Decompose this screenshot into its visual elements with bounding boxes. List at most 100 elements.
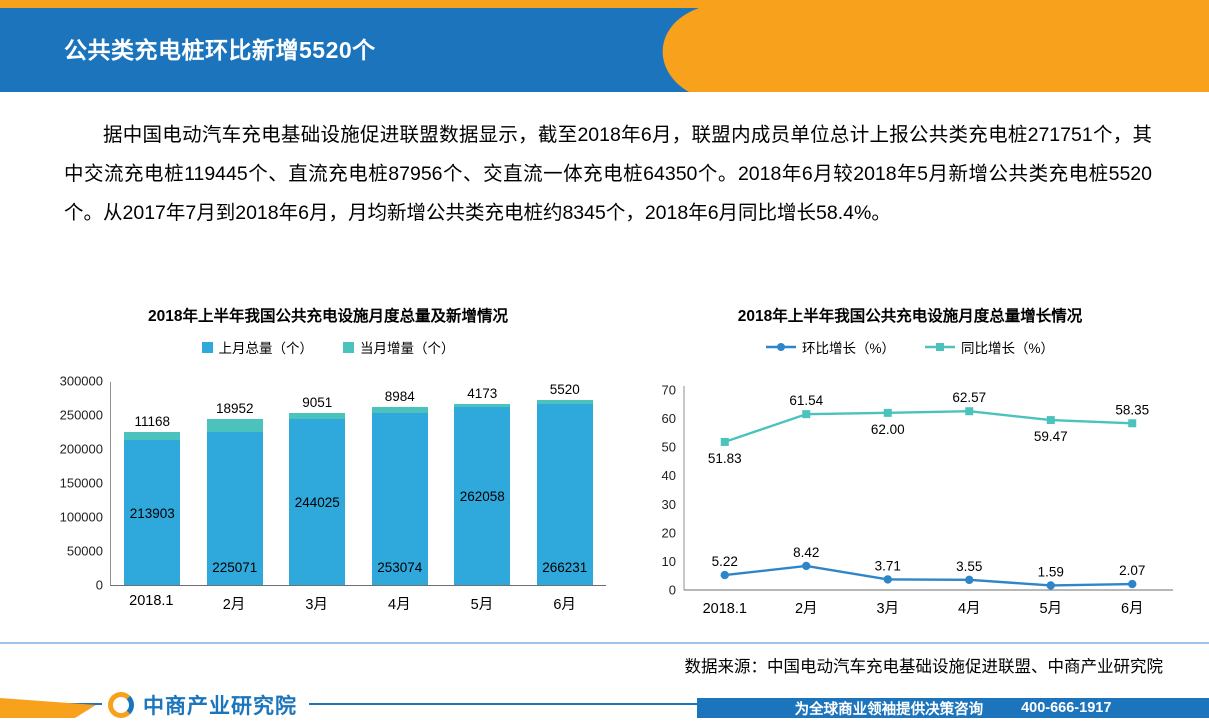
x-axis-category-label: 2月	[794, 601, 817, 617]
x-axis-category-label: 6月	[1120, 601, 1143, 617]
data-point-label: 1.59	[1037, 564, 1063, 579]
bar-group: 9051 244025	[276, 382, 358, 585]
x-axis-category-label: 5月	[1039, 601, 1062, 617]
increment-value-label: 8984	[384, 388, 415, 404]
data-point-label: 2.07	[1119, 563, 1145, 578]
bar-chart-title: 2018年上半年我国公共充电设施月度总量及新增情况	[148, 308, 508, 325]
y-axis-tick-label: 50000	[66, 543, 103, 559]
base-bar-segment: 244025	[289, 419, 346, 585]
base-value-label: 266231	[542, 560, 588, 575]
legend-label: 上月总量（个）	[218, 341, 314, 356]
stacked-bar: 253074	[371, 406, 428, 585]
y-axis-tick-label: 20	[661, 525, 675, 540]
series-line	[724, 564, 1132, 587]
y-axis-tick-label: 100000	[59, 509, 103, 525]
section-divider	[0, 642, 1209, 644]
x-axis-category-label: 2018.1	[702, 601, 746, 617]
y-axis-tick-label: 60	[661, 411, 675, 426]
increment-bar-segment	[536, 400, 593, 404]
legend-marker-icon	[925, 343, 955, 351]
data-point-marker	[720, 437, 729, 446]
bar-series: 11168 213903 18952 225071 9051 244025 8984 2530…	[111, 382, 606, 585]
legend-label: 同比增长（%）	[961, 341, 1055, 356]
footer-phone: 400-666-1917	[1021, 700, 1112, 716]
bar-group: 8984 253074	[359, 382, 441, 585]
data-point-marker	[1046, 416, 1055, 425]
legend-label: 当月增量（个）	[360, 341, 455, 356]
bar-group: 4173 262058	[441, 382, 523, 585]
y-axis-tick-label: 0	[95, 577, 103, 593]
logo-icon	[108, 692, 134, 718]
bar-chart-plot-area: 0 50000 100000 150000 200000 250000 300000 1116…	[60, 374, 606, 593]
base-value-label: 262058	[459, 488, 505, 504]
base-bar-segment: 266231	[536, 403, 593, 585]
data-point-marker	[801, 410, 810, 419]
stacked-bar: 266231	[536, 400, 593, 585]
bar-group: 18952 225071	[194, 382, 276, 585]
data-point-marker	[1046, 581, 1055, 590]
base-value-label: 253074	[377, 560, 423, 575]
data-point-marker	[964, 407, 973, 416]
line-chart: 2018年上半年我国公共充电设施月度总量增长情况 环比增长（%） 同比增长（%） …	[626, 296, 1194, 641]
bar-chart-x-axis: 2018.1 2月 3月 4月 5月 6月	[110, 593, 606, 614]
y-axis-tick-label: 300000	[59, 373, 103, 389]
increment-value-label: 11168	[134, 413, 171, 429]
legend-marker-icon	[765, 343, 796, 351]
base-bar-segment: 225071	[206, 431, 263, 585]
stacked-bar: 225071	[206, 419, 263, 585]
x-axis-category-label: 3月	[876, 601, 899, 617]
x-axis-category-label: 6月	[553, 597, 576, 613]
data-point-marker	[964, 575, 973, 585]
increment-bar-segment	[289, 412, 346, 420]
y-axis-tick-label: 50	[661, 440, 675, 455]
increment-bar-segment	[206, 419, 263, 432]
legend-item: 同比增长（%）	[925, 337, 1054, 357]
legend-item: 上月总量（个）	[201, 337, 314, 357]
top-orange-strip	[0, 0, 1209, 8]
footer-slogan: 为全球商业领袖提供决策咨询	[794, 701, 984, 718]
series-line	[723, 410, 1132, 444]
data-point-label: 8.42	[793, 545, 819, 560]
data-point-label: 59.47	[1033, 429, 1067, 444]
data-point-label: 61.54	[789, 393, 823, 408]
base-bar-segment: 253074	[371, 412, 428, 585]
data-point-marker	[801, 561, 810, 571]
legend-item: 当月增量（个）	[343, 337, 455, 357]
page-title: 公共类充电桩环比新增5520个	[64, 37, 376, 63]
legend-swatch	[201, 341, 213, 353]
legend-swatch	[343, 341, 354, 353]
y-axis-tick-label: 70	[661, 383, 675, 398]
data-point-marker	[883, 575, 892, 584]
base-bar-segment: 262058	[454, 406, 511, 585]
bar-group: 11168 213903	[111, 382, 193, 585]
data-point-label: 3.71	[874, 558, 900, 573]
header-swoosh-shape	[662, 8, 1209, 92]
stacked-bar: 244025	[289, 412, 346, 585]
x-axis-category-label: 4月	[388, 597, 411, 613]
data-point-label: 3.55	[956, 559, 982, 574]
data-point-label: 51.83	[707, 451, 741, 466]
y-axis-tick-label: 200000	[59, 441, 103, 457]
line-chart-title: 2018年上半年我国公共充电设施月度总量增长情况	[737, 308, 1083, 325]
data-point-marker	[1127, 579, 1136, 589]
footer-ribbon-shape	[0, 698, 96, 718]
stacked-bar: 262058	[454, 403, 511, 585]
x-axis-category-label: 2月	[222, 597, 246, 613]
data-source-text: 数据来源：中国电动汽车充电基础设施促进联盟、中商产业研究院	[684, 658, 1164, 676]
data-point-label: 62.57	[952, 390, 986, 405]
bar-chart-legend: 上月总量（个） 当月增量（个）	[38, 338, 618, 356]
x-axis-category-label: 3月	[305, 597, 328, 613]
x-axis-category-label: 5月	[470, 597, 494, 613]
x-axis-category-label: 2018.1	[129, 593, 174, 609]
y-axis-tick-label: 150000	[59, 475, 103, 491]
footer-bar: 为全球商业领袖提供决策咨询 400-666-1917	[697, 698, 1209, 718]
data-point-marker	[883, 408, 892, 417]
logo-text: 中商产业研究院	[143, 695, 297, 718]
increment-value-label: 18952	[215, 401, 254, 417]
data-point-marker	[1127, 419, 1136, 428]
increment-value-label: 4173	[467, 385, 498, 401]
data-point-label: 5.22	[711, 554, 737, 569]
y-axis-tick-label: 10	[661, 554, 675, 569]
data-point-marker	[720, 570, 729, 580]
footer-rule	[0, 703, 1209, 705]
